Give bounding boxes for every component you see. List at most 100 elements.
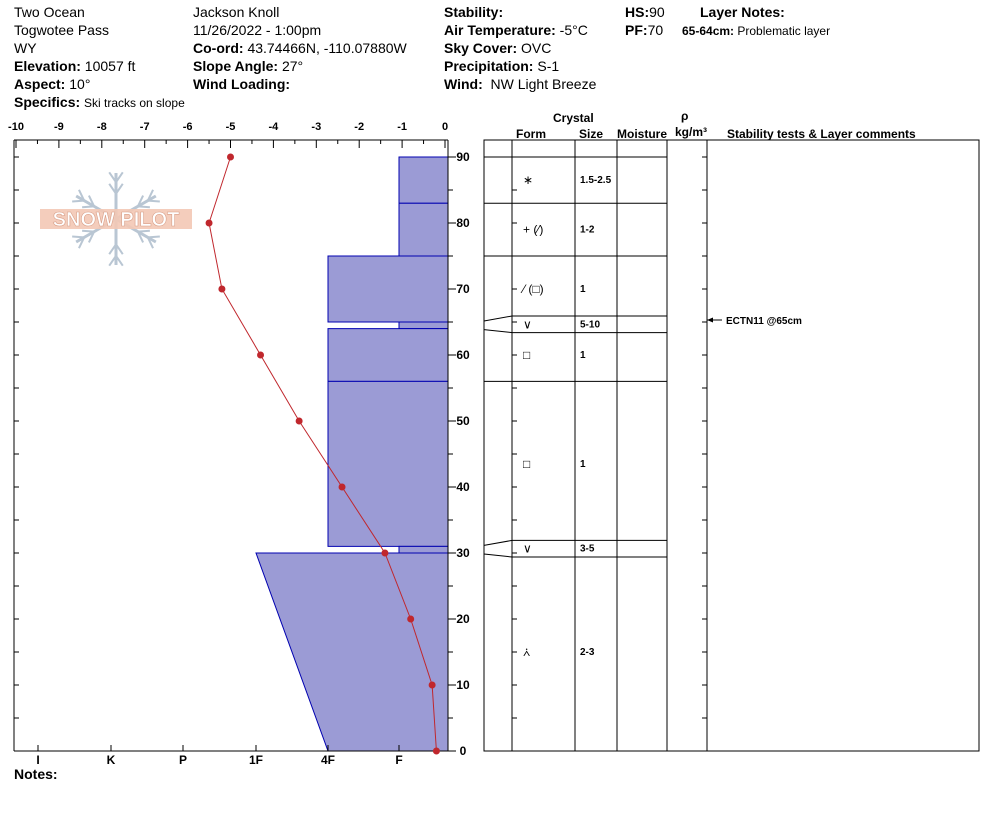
stability-label: Stability: — [444, 4, 504, 20]
aspect-value: 10° — [69, 76, 91, 92]
layer-grain-form: ∗ — [523, 173, 533, 187]
moisture-header: Moisture — [617, 127, 668, 141]
stability-test-label: ECTN11 @65cm — [726, 316, 802, 327]
sky-field: Sky Cover: OVC — [444, 40, 551, 56]
height-tick-label: 20 — [456, 612, 470, 626]
hardness-layer-3 — [398, 321, 449, 330]
height-tick-label: 60 — [456, 348, 470, 362]
slope-label: Slope Angle: — [193, 58, 279, 74]
wind-field: Wind: NW Light Breeze — [444, 76, 596, 92]
temp-tick-label: -4 — [269, 121, 280, 133]
location-line-2: Togwotee Pass — [14, 22, 109, 38]
site-name: Jackson Knoll — [193, 4, 280, 20]
location-line-3: WY — [14, 40, 37, 56]
temp-tick-label: -7 — [140, 121, 150, 133]
crystal-header: Crystal — [553, 111, 594, 125]
pf-label: PF: — [625, 22, 648, 38]
pf-value: 70 — [647, 22, 664, 38]
density-unit-header: kg/m³ — [675, 125, 708, 139]
layer-grain-size: 2-3 — [580, 647, 595, 658]
wind-label: Wind: — [444, 76, 483, 92]
layer-grain-size: 1 — [580, 284, 586, 295]
elevation-label: Elevation: — [14, 58, 81, 74]
hardness-layer-7 — [255, 552, 449, 752]
wind-value: NW Light Breeze — [490, 76, 597, 92]
layer-grain-size: 5-10 — [580, 319, 600, 330]
sky-label: Sky Cover: — [444, 40, 518, 56]
layer-grain-size: 1.5-2.5 — [580, 175, 612, 186]
temp-tick-label: -8 — [97, 121, 107, 133]
precip-field: Precipitation: S-1 — [444, 58, 559, 74]
temp-tick-label: -10 — [8, 121, 24, 133]
temperature-point — [205, 219, 213, 227]
temperature-point — [338, 483, 346, 491]
temperature-point — [295, 417, 303, 425]
temperature-line — [208, 156, 437, 752]
logo-text: SNOW PILOT — [53, 209, 180, 231]
temperature-point — [257, 351, 265, 359]
hardness-layer-2 — [327, 255, 449, 323]
temp-tick-label: -9 — [54, 121, 64, 133]
layer-connector — [483, 329, 513, 334]
layer-grain-size: 3-5 — [580, 544, 595, 555]
hardness-tick-label: K — [107, 753, 116, 767]
height-tick-label: 10 — [456, 678, 470, 692]
precip-label: Precipitation: — [444, 58, 534, 74]
temperature-point — [428, 681, 436, 689]
hs-value: 90 — [649, 4, 665, 20]
temp-tick-label: -5 — [226, 121, 236, 133]
specifics-value: Ski tracks on slope — [84, 96, 185, 110]
hardness-layer-6 — [398, 545, 449, 554]
layer-grain-size: 1 — [580, 350, 586, 361]
layer-note: 65-64cm: Problematic layer — [682, 23, 830, 39]
hardness-tick-label: 4F — [321, 753, 335, 767]
temp-tick-label: -6 — [183, 121, 193, 133]
temperature-point — [218, 285, 226, 293]
elevation-field: Elevation: 10057 ft — [14, 58, 135, 74]
hardness-layer-0 — [398, 156, 449, 204]
stability-tests-header: Stability tests & Layer comments — [727, 127, 916, 141]
observation-date: 11/26/2022 - 1:00pm — [193, 22, 322, 38]
airtemp-label: Air Temperature: — [444, 22, 556, 38]
layer-note-range: 65-64cm: — [682, 24, 735, 38]
layer-grain-form: ⩑ — [523, 645, 530, 659]
layer-connector — [483, 539, 513, 546]
layer-grain-form: ∨ — [523, 542, 532, 556]
hardness-tick-label: F — [395, 753, 402, 767]
form-header: Form — [516, 127, 546, 141]
hardness-layer-4 — [327, 328, 449, 382]
layer-grain-form: □ — [523, 348, 530, 362]
sky-value: OVC — [521, 40, 552, 56]
temp-tick-label: -1 — [397, 121, 407, 133]
temperature-point — [407, 615, 415, 623]
height-tick-label: 70 — [456, 282, 470, 296]
aspect-field: Aspect: 10° — [14, 76, 90, 92]
layer-note-text: Problematic layer — [737, 24, 831, 38]
coord-label: Co-ord: — [193, 40, 244, 56]
layer-grain-size: 1 — [580, 459, 586, 470]
hardness-tick-label: I — [36, 753, 39, 767]
temp-tick-label: -3 — [311, 121, 321, 133]
height-tick-label: 80 — [456, 216, 470, 230]
temperature-point — [432, 747, 440, 755]
airtemp-field: Air Temperature: -5°C — [444, 22, 588, 38]
coord-field: Co-ord: 43.74466N, -110.07880W — [193, 40, 407, 56]
specifics-label: Specifics: — [14, 94, 81, 110]
temperature-point — [381, 549, 389, 557]
hardness-layer-1 — [398, 202, 449, 257]
layer-notes-label: Layer Notes: — [700, 4, 785, 20]
aspect-label: Aspect: — [14, 76, 66, 92]
hardness-tick-label: 1F — [249, 753, 263, 767]
height-tick-label: 30 — [456, 546, 470, 560]
layer-grain-form: ∨ — [523, 317, 532, 331]
specifics-field: Specifics: Ski tracks on slope — [14, 94, 185, 111]
hardness-tick-label: P — [179, 753, 187, 767]
height-tick-label: 0 — [460, 744, 467, 758]
hs-label: HS: — [625, 4, 650, 20]
temp-tick-label: 0 — [442, 121, 448, 133]
hardness-layer-5 — [327, 380, 449, 547]
layer-connector — [483, 315, 513, 322]
layer-grain-size: 1-2 — [580, 225, 595, 236]
temp-tick-label: -2 — [354, 121, 364, 133]
location-line-1: Two Ocean — [14, 4, 85, 20]
